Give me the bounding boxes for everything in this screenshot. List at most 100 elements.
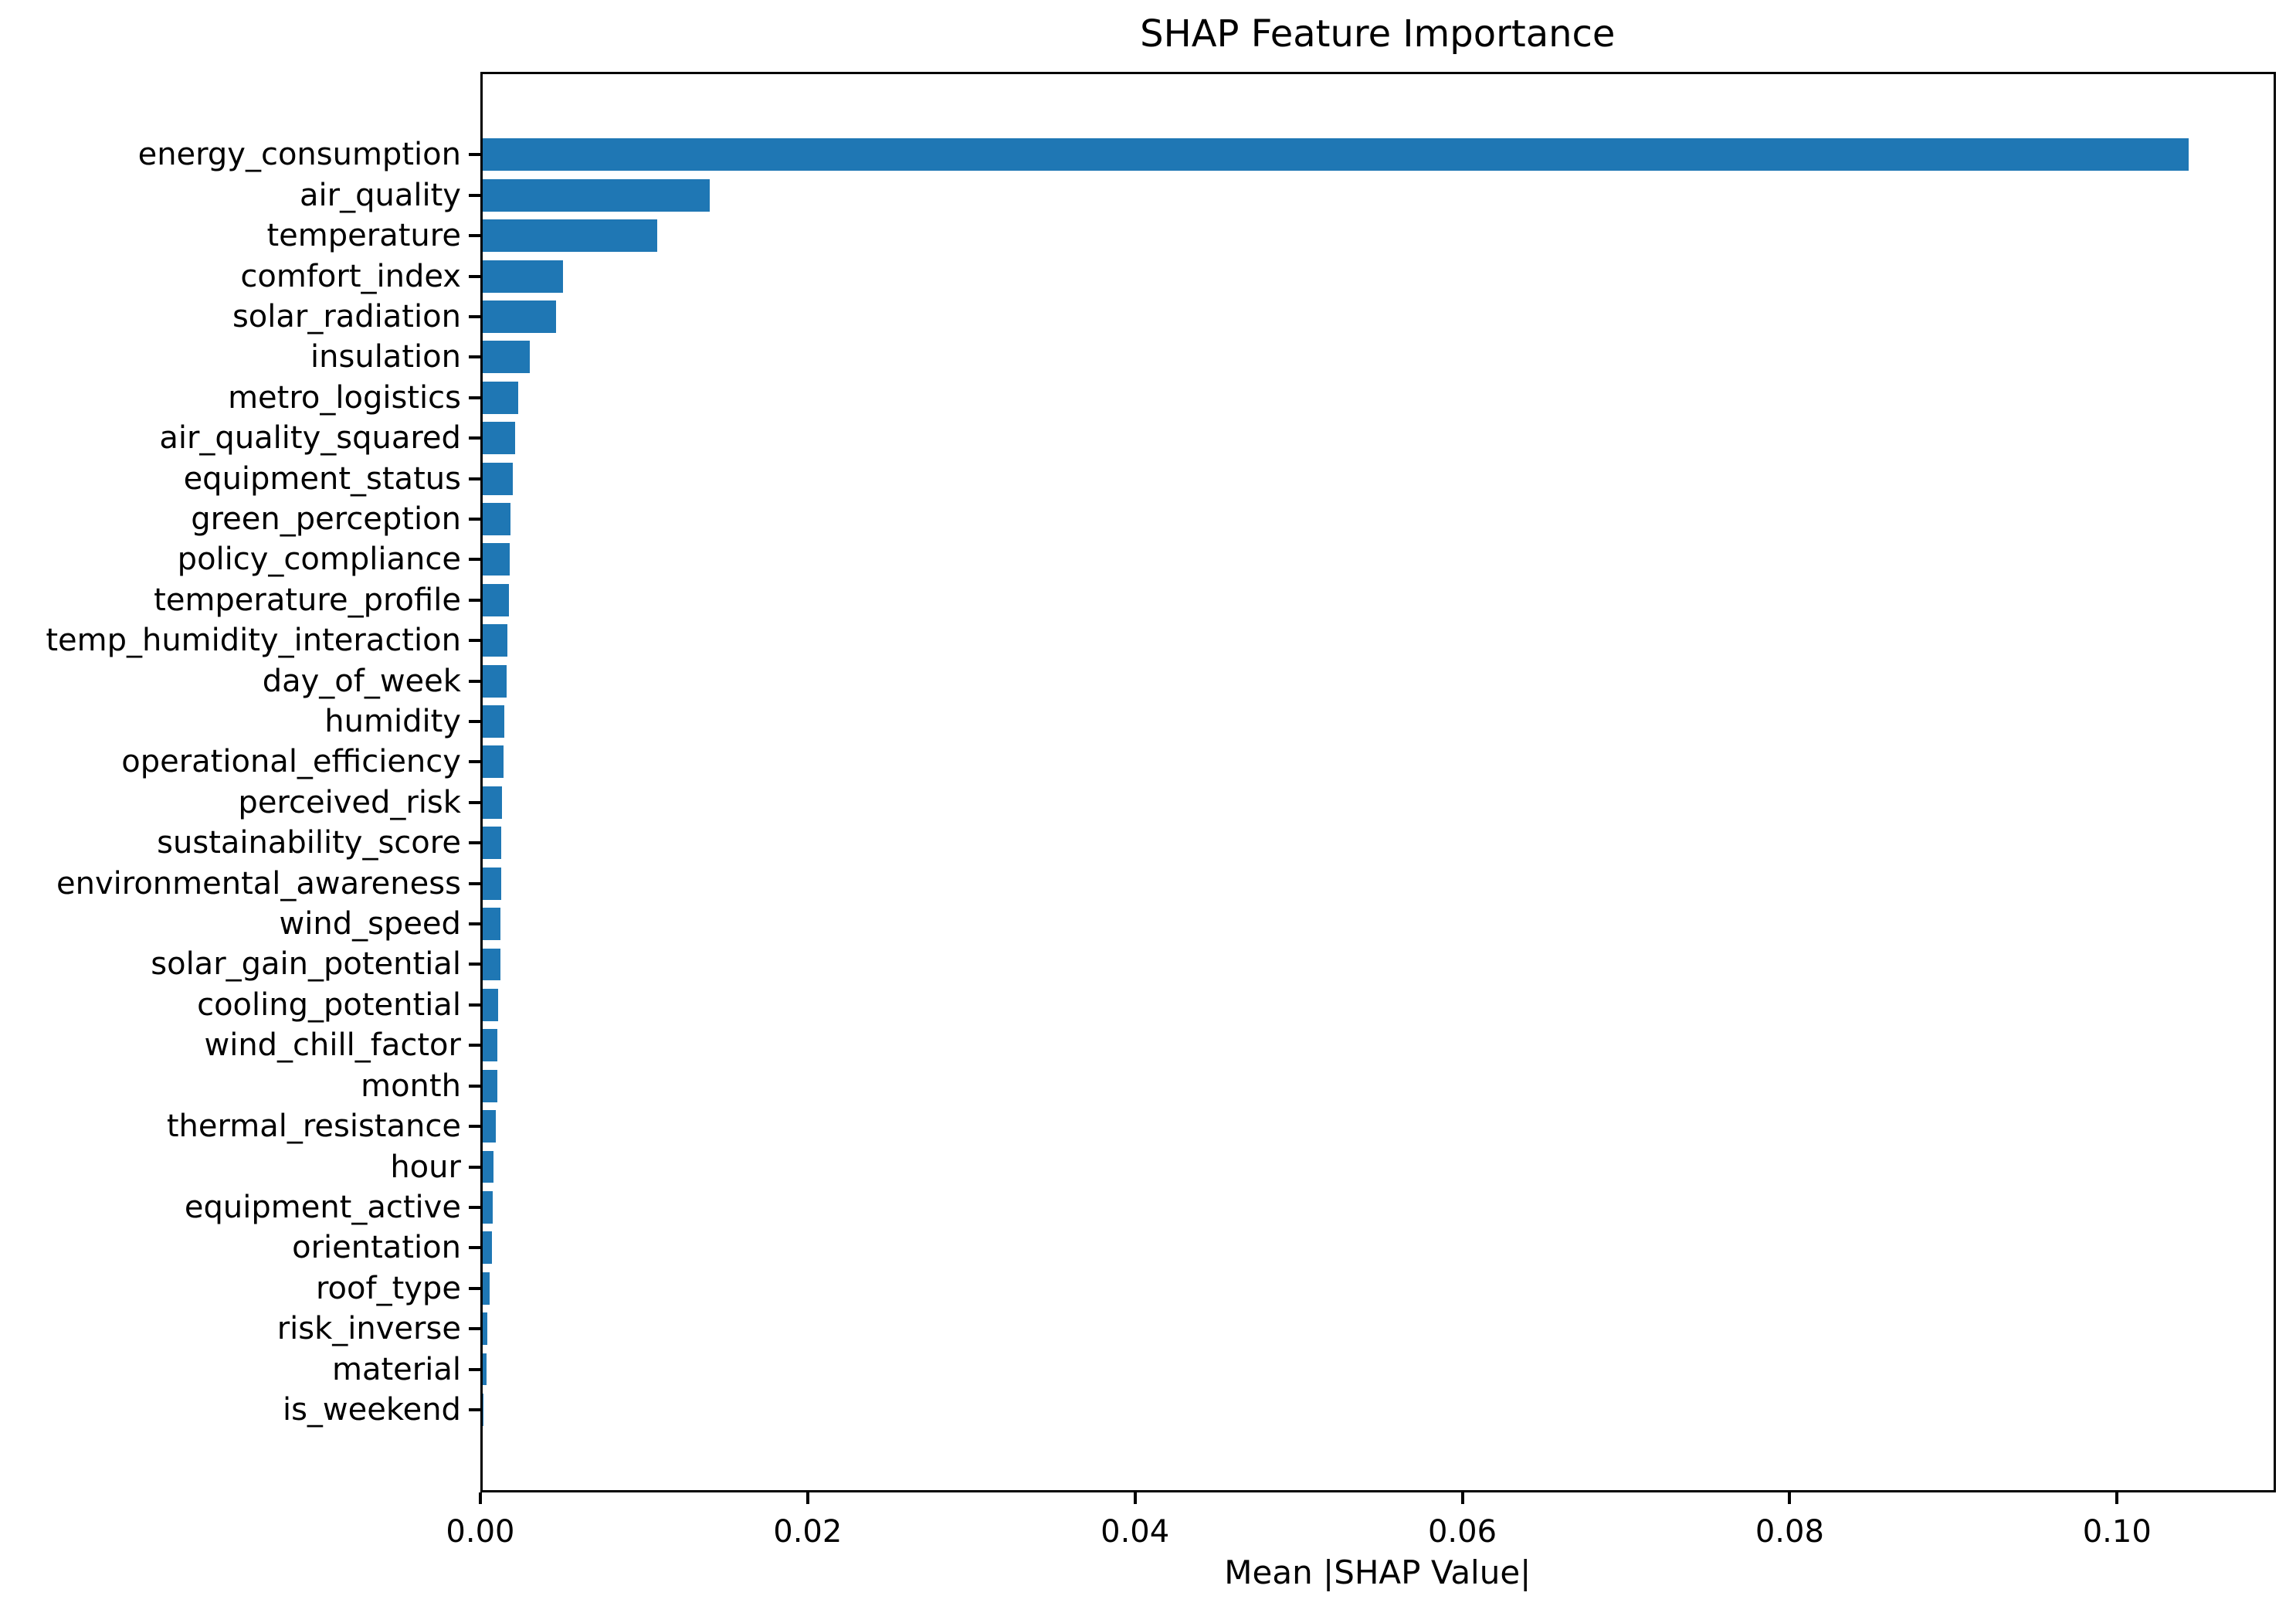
y-axis-label: hour: [390, 1149, 461, 1185]
bar-row: is_weekend: [283, 1390, 2274, 1430]
bar: [482, 1110, 497, 1143]
bar-row: wind_speed: [280, 904, 2274, 944]
y-axis-label: solar_radiation: [232, 298, 461, 334]
bar: [482, 503, 511, 535]
bar-row: environmental_awareness: [56, 863, 2274, 903]
x-axis-tick-mark: [1460, 1492, 1464, 1505]
plot-area: energy_consumption air_quality temperature…: [46, 71, 2276, 1493]
y-axis-tick: [468, 1003, 480, 1007]
bar: [482, 1353, 487, 1386]
bar-row: orientation: [292, 1227, 2274, 1268]
bar-row: material: [332, 1349, 2274, 1389]
bar-row: humidity: [324, 701, 2274, 742]
y-axis-label: comfort_index: [240, 258, 461, 294]
bar-row: temperature_profile: [154, 580, 2274, 620]
y-axis-tick: [468, 274, 480, 278]
y-axis-tick: [468, 800, 480, 804]
bar-row: air_quality: [300, 175, 2274, 216]
x-axis-tick-mark: [2115, 1492, 2119, 1505]
y-axis-label: solar_gain_potential: [151, 946, 461, 983]
y-axis-label: material: [331, 1351, 461, 1387]
y-axis-tick: [468, 1084, 480, 1088]
y-axis-tick: [468, 193, 480, 197]
x-axis-ticks: 0.00 0.02 0.04 0.06 0.08 0.10: [446, 1492, 2276, 1585]
x-axis-tick-label: 0.00: [446, 1514, 515, 1550]
bar: [482, 381, 519, 414]
y-axis-tick: [468, 396, 480, 399]
y-axis-tick: [468, 1044, 480, 1047]
y-axis-label: energy_consumption: [137, 137, 461, 173]
y-axis-label: green_perception: [191, 501, 461, 537]
y-axis-label: temperature: [266, 218, 461, 254]
bar-row: hour: [390, 1146, 2274, 1187]
x-axis-tick-label: 0.08: [1755, 1514, 1824, 1550]
y-axis-tick: [468, 963, 480, 966]
x-axis-tick-label: 0.10: [2082, 1514, 2152, 1550]
bar: [482, 786, 503, 819]
y-axis-tick: [468, 922, 480, 926]
bar: [482, 462, 514, 495]
y-axis-tick: [468, 436, 480, 440]
y-axis-label: temperature_profile: [154, 582, 461, 618]
bar-row: energy_consumption: [138, 134, 2274, 175]
y-axis-label: risk_inverse: [276, 1311, 461, 1347]
y-axis-tick: [468, 720, 480, 724]
bar-row: operational_efficiency: [121, 742, 2274, 782]
y-axis-tick: [468, 1407, 480, 1411]
bar-row: perceived_risk: [238, 783, 2274, 823]
y-axis-label: temp_humidity_interaction: [46, 623, 461, 659]
bar: [482, 948, 500, 981]
chart-title: SHAP Feature Importance: [1140, 12, 1616, 56]
bar: [482, 178, 710, 212]
bar-row: policy_compliance: [178, 539, 2274, 579]
y-axis-label: insulation: [310, 339, 461, 375]
bar-row: roof_type: [316, 1268, 2274, 1309]
x-axis-tick-mark: [478, 1492, 482, 1505]
y-axis-label: day_of_week: [262, 663, 461, 699]
y-axis-tick: [468, 153, 480, 157]
bar-row: insulation: [310, 337, 2274, 377]
y-axis-label: cooling_potential: [197, 986, 461, 1023]
bar: [482, 664, 507, 698]
bar: [482, 827, 502, 860]
y-axis-tick: [468, 760, 480, 764]
bar: [482, 1190, 493, 1224]
bar-row: solar_radiation: [232, 297, 2274, 337]
bar: [482, 624, 508, 657]
bar: [482, 705, 505, 738]
y-axis-tick: [468, 314, 480, 318]
bar: [482, 341, 531, 374]
bar: [482, 1231, 492, 1265]
bar: [482, 1150, 493, 1183]
y-axis-label: thermal_resistance: [166, 1109, 461, 1145]
y-axis-tick: [468, 639, 480, 643]
y-axis-label: orientation: [292, 1230, 461, 1266]
bar-row: thermal_resistance: [167, 1106, 2274, 1146]
y-axis-label: air_quality: [300, 177, 461, 213]
bar-row: solar_gain_potential: [151, 944, 2274, 984]
bar-row: air_quality_squared: [159, 418, 2274, 458]
y-axis-tick: [468, 355, 480, 359]
bar-row: sustainability_score: [157, 823, 2274, 863]
y-axis-label: month: [361, 1068, 461, 1104]
bar: [482, 1272, 490, 1305]
bar-row: equipment_status: [184, 458, 2274, 498]
bar-row: day_of_week: [263, 660, 2274, 701]
y-axis-tick: [468, 1327, 480, 1331]
y-axis-label: wind_speed: [279, 906, 461, 942]
x-axis-tick-label: 0.06: [1427, 1514, 1497, 1550]
x-axis-tick-label: 0.02: [773, 1514, 843, 1550]
bar: [482, 543, 510, 576]
bar: [482, 745, 504, 779]
bar-row: metro_logistics: [228, 378, 2274, 418]
y-axis-tick: [468, 1367, 480, 1371]
y-axis-tick: [468, 518, 480, 521]
bar-row: risk_inverse: [277, 1309, 2274, 1349]
y-axis-tick: [468, 598, 480, 602]
bar: [482, 1312, 488, 1346]
y-axis-label: perceived_risk: [238, 784, 461, 820]
bar: [482, 867, 501, 900]
bar: [482, 908, 501, 941]
y-axis-tick: [468, 234, 480, 238]
